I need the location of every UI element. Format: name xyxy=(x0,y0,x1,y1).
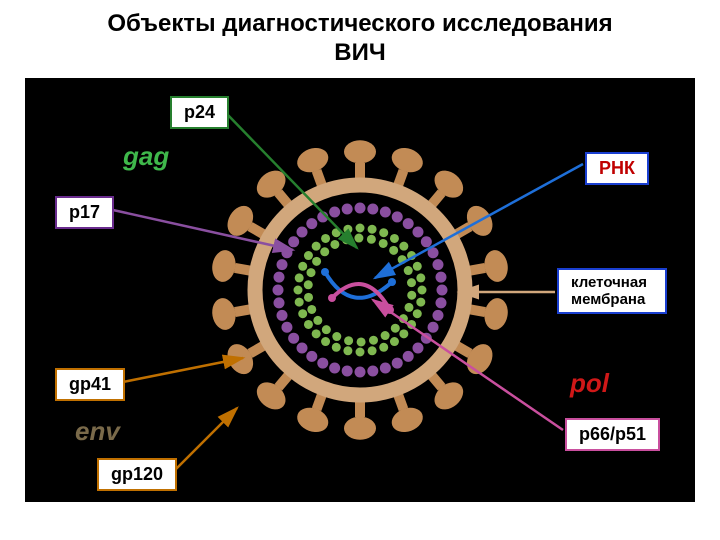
label-membrane: клеточнаямембрана xyxy=(557,268,667,314)
label-gag: gag xyxy=(123,141,169,172)
slide: Объекты диагностического исследования ВИ… xyxy=(0,0,720,540)
label-pol: pol xyxy=(570,368,609,399)
title-line1: Объекты диагностического исследования xyxy=(0,10,720,39)
label-env: env xyxy=(75,416,120,447)
diagram: p24 gag РНК p17 клеточнаямембрана gp41 p… xyxy=(25,78,695,502)
label-gp120: gp120 xyxy=(97,458,177,491)
label-gp41: gp41 xyxy=(55,368,125,401)
title-line2: ВИЧ xyxy=(0,39,720,68)
label-p6651: p66/p51 xyxy=(565,418,660,451)
label-p17: p17 xyxy=(55,196,114,229)
label-p24: p24 xyxy=(170,96,229,129)
label-rnk: РНК xyxy=(585,152,649,185)
title-area: Объекты диагностического исследования ВИ… xyxy=(0,0,720,78)
